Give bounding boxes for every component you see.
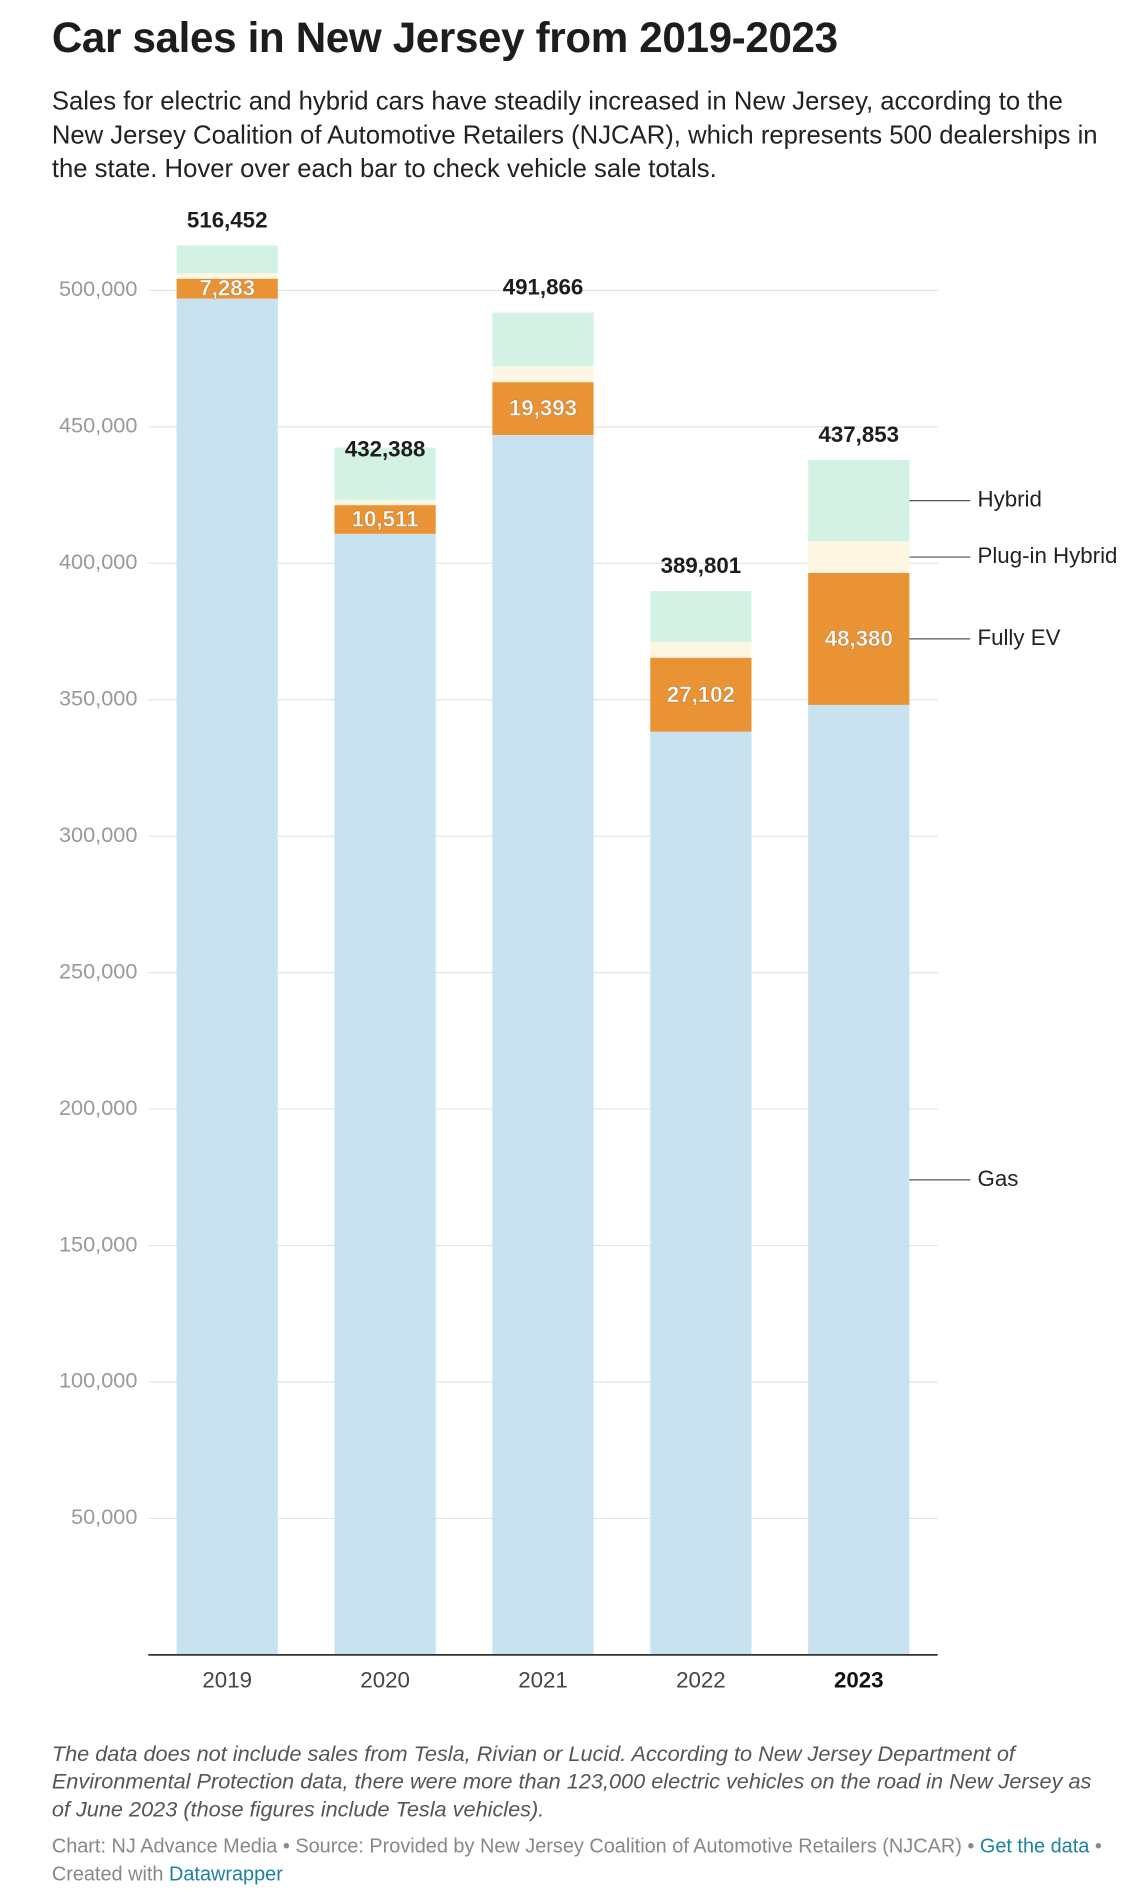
chart-title: Car sales in New Jersey from 2019-2023 <box>51 14 838 62</box>
legend-label: Hybrid <box>977 486 1041 511</box>
y-tick-label: 450,000 <box>59 413 137 438</box>
bar-segment <box>492 366 594 383</box>
value-label: 10,511 <box>352 507 419 532</box>
source: Chart: NJ Advance Media • Source: Provid… <box>51 1835 980 1858</box>
value-label: 48,380 <box>825 626 893 651</box>
x-tick-label: 2022 <box>676 1667 726 1692</box>
credits: Chart: NJ Advance Media • Source: Provid… <box>52 1833 1113 1888</box>
legend-label: Fully EV <box>977 625 1060 650</box>
total-label: 516,452 <box>187 207 268 232</box>
value-label: 7,283 <box>199 276 255 301</box>
total-label: 437,853 <box>819 422 900 447</box>
bar-segment <box>808 541 910 573</box>
bar-segment <box>650 591 752 642</box>
bar-segment <box>176 273 278 279</box>
bar-segment <box>334 447 436 501</box>
bar-segment <box>808 572 910 705</box>
bar-segment <box>650 657 752 732</box>
x-tick-label: 2021 <box>518 1667 568 1692</box>
value-label: 19,393 <box>509 396 577 421</box>
bar-segment <box>650 731 752 1655</box>
bar-segment <box>808 459 910 542</box>
y-tick-label: 200,000 <box>59 1095 137 1120</box>
y-tick-label: 100,000 <box>59 1368 137 1393</box>
x-tick-label: 2020 <box>360 1667 410 1692</box>
bar-segment <box>650 641 752 658</box>
tool-link[interactable]: Datawrapper <box>169 1863 283 1886</box>
total-label: 389,801 <box>661 553 742 578</box>
notes: The data does not include sales from Tes… <box>51 1741 1092 1822</box>
y-tick-label: 500,000 <box>59 276 137 301</box>
data-link[interactable]: Get the data <box>979 1835 1090 1858</box>
bar-segment <box>176 298 278 1655</box>
total-label: 432,388 <box>345 437 426 462</box>
bar-segment <box>492 435 594 1655</box>
total-label: 491,866 <box>503 274 584 299</box>
legend-label: Plug-in Hybrid <box>977 543 1117 568</box>
x-tick-label: 2019 <box>202 1667 252 1692</box>
legend-label: Gas <box>977 1166 1018 1191</box>
bar-segment <box>334 533 436 1655</box>
bar-segment <box>492 312 594 367</box>
y-tick-label: 400,000 <box>59 549 137 574</box>
bar-segment <box>492 382 594 436</box>
y-tick-label: 300,000 <box>59 822 137 847</box>
value-label: 27,102 <box>667 682 735 707</box>
bar-segment <box>176 245 278 274</box>
y-tick-label: 150,000 <box>59 1231 137 1256</box>
bar-segment <box>808 704 910 1655</box>
y-tick-label: 350,000 <box>59 685 137 710</box>
bar-segment <box>334 500 436 506</box>
y-tick-label: 250,000 <box>59 958 137 983</box>
x-tick-label: 2023 <box>834 1667 884 1692</box>
bar-segment <box>334 505 436 534</box>
chart-subtitle: Sales for electric and hybrid cars have … <box>51 86 1098 184</box>
created-with: • Created with <box>51 1835 1102 1886</box>
bar-segment <box>176 278 278 299</box>
y-tick-label: 50,000 <box>71 1504 137 1529</box>
chart: 50,000 100,000 150,000 200,000 250,000 300,00… <box>59 207 1117 1692</box>
